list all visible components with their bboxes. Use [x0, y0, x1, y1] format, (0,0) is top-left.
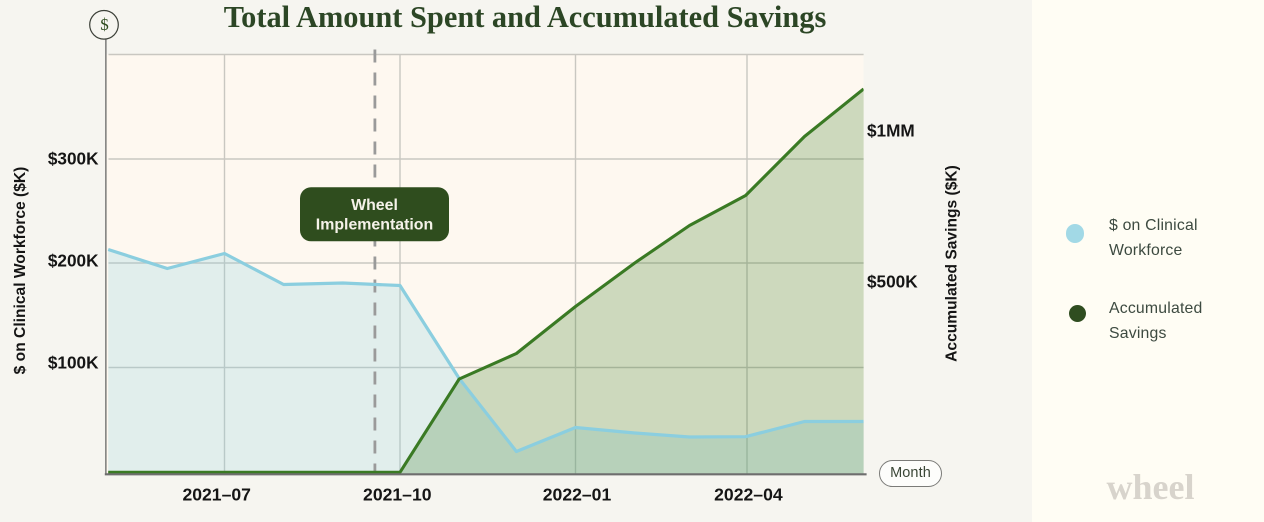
- svg-text:Implementation: Implementation: [316, 216, 433, 233]
- svg-text:2022–01: 2022–01: [543, 485, 612, 505]
- svg-text:$500K: $500K: [867, 272, 918, 292]
- svg-text:$: $: [100, 15, 109, 34]
- svg-text:$1MM: $1MM: [867, 121, 915, 141]
- svg-text:$200K: $200K: [48, 251, 99, 271]
- svg-text:Total Amount Spent and Accumul: Total Amount Spent and Accumulated Savin…: [224, 0, 827, 34]
- svg-text:Accumulated Savings ($K): Accumulated Savings ($K): [944, 165, 961, 362]
- svg-text:Wheel: Wheel: [351, 197, 398, 214]
- svg-text:$300K: $300K: [48, 149, 99, 169]
- svg-text:$100K: $100K: [48, 353, 99, 373]
- svg-text:2021–07: 2021–07: [182, 485, 251, 505]
- svg-text:2022–04: 2022–04: [714, 485, 783, 505]
- svg-text:2021–10: 2021–10: [363, 485, 432, 505]
- svg-text:$ on Clinical Workforce ($K): $ on Clinical Workforce ($K): [12, 167, 29, 375]
